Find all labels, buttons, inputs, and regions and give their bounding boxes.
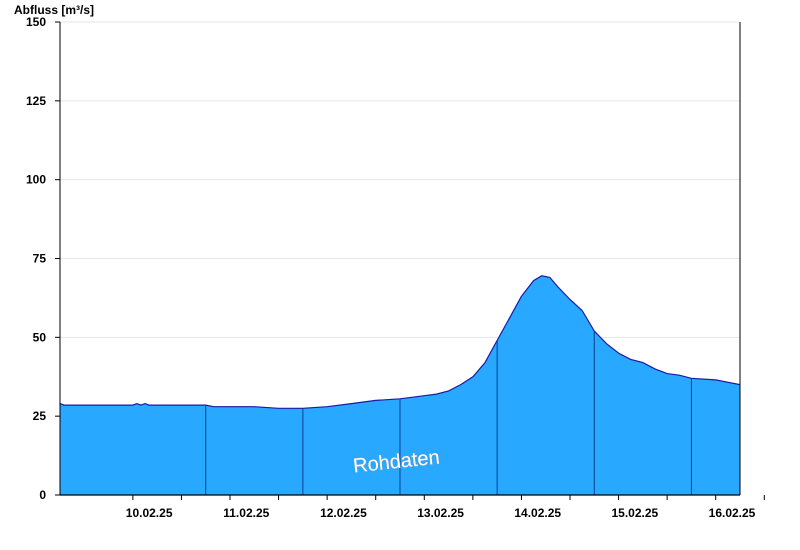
y-tick-label: 75 [33, 252, 47, 266]
y-tick-label: 150 [26, 15, 46, 29]
grid-lines [60, 21, 740, 417]
y-tick-label: 50 [33, 330, 47, 344]
x-tick-label: 15.02.25 [611, 506, 658, 520]
y-axis-label: Abfluss [m³/s] [14, 3, 94, 17]
x-tick-label: 12.02.25 [320, 506, 367, 520]
discharge-line [59, 275, 741, 409]
x-tick-label: 11.02.25 [223, 506, 269, 520]
y-tick-label: 0 [39, 488, 46, 502]
x-tick-label: 16.02.25 [709, 506, 756, 520]
x-tick-label: 10.02.25 [126, 506, 173, 520]
x-tick-label: 14.02.25 [514, 506, 561, 520]
discharge-area [60, 275, 740, 495]
y-ticks: 0 25 50 75 100 125 150 [26, 15, 60, 502]
x-tick-label: 13.02.25 [417, 506, 464, 520]
x-ticks: 10.02.25 11.02.25 12.02.25 13.02.25 14.02.25… [126, 495, 765, 520]
y-tick-label: 100 [26, 173, 46, 187]
discharge-series [59, 275, 741, 495]
y-tick-label: 25 [33, 409, 47, 423]
day-separators [205, 331, 692, 495]
y-tick-label: 125 [26, 94, 46, 108]
